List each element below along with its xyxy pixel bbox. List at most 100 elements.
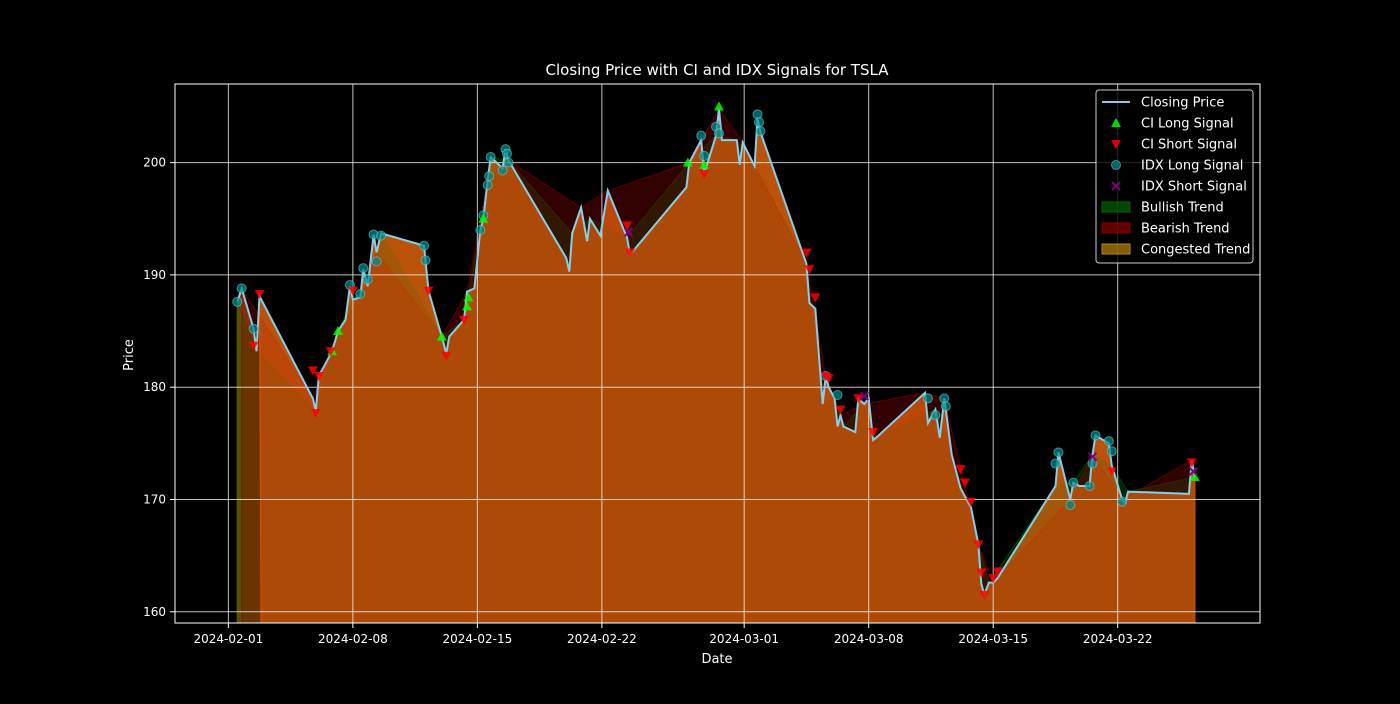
legend-box: [1095, 89, 1254, 264]
legend-key-bearish: [1101, 222, 1131, 234]
ci-short-signal-marker: [960, 478, 971, 488]
idx-long-signal-marker: [355, 288, 366, 299]
idx-long-signal-marker: [484, 171, 495, 182]
y-axis-label: Price: [122, 339, 137, 371]
idx-long-signal-marker: [832, 390, 843, 401]
ci-short-signal-marker: [347, 286, 358, 296]
idx-long-signal-marker: [419, 240, 430, 251]
idx-long-signal-marker: [1065, 500, 1076, 511]
ci-short-signal-marker: [804, 265, 815, 275]
ci-short-signal-marker: [868, 428, 879, 438]
ci-short-signal-marker: [625, 248, 636, 258]
ci-short-signal-marker: [699, 169, 710, 179]
ci-long-signal-marker: [333, 326, 344, 336]
legend-key-idx-long: [1111, 160, 1121, 170]
idx-short-signal-marker: [859, 391, 869, 401]
x-tick-label: 2024-03-22: [1083, 632, 1153, 646]
idx-long-signal-marker: [376, 230, 387, 241]
idx-short-signal-marker: [1188, 466, 1199, 477]
idx-long-signal-marker: [922, 393, 933, 404]
ci-short-signal-marker: [979, 590, 990, 600]
idx-long-signal-marker: [232, 296, 243, 307]
idx-long-signal-marker: [1068, 477, 1079, 488]
ci-short-signal-marker: [307, 366, 318, 376]
idx-long-signal-marker: [482, 180, 493, 191]
axis-ticks: 2024-02-01 2024-02-08 2024-02-15 2024-02-22…: [143, 156, 1152, 646]
ci-short-signal-marker: [976, 568, 987, 578]
idx-long-signal-marker: [1053, 447, 1064, 458]
ci-long-signal-marker: [463, 292, 474, 302]
legend-label: IDX Short Signal: [1141, 180, 1247, 195]
legend-key-ci-long: [1111, 118, 1121, 127]
legend-key-bullish: [1101, 201, 1131, 213]
grid: [175, 84, 1260, 623]
idx-long-signal-marker: [1087, 458, 1098, 469]
idx-long-signal-marker: [497, 165, 508, 176]
x-tick-label: 2024-02-15: [443, 632, 513, 646]
ci-short-signal-marker: [423, 286, 434, 296]
idx-long-signal-marker: [696, 130, 707, 141]
ci-short-signal-marker: [853, 394, 864, 404]
idx-long-signal-marker: [485, 151, 496, 162]
y-tick-label: 170: [143, 492, 166, 506]
legend-label: IDX Long Signal: [1141, 159, 1243, 174]
x-tick-label: 2024-03-01: [709, 632, 779, 646]
legend-label: CI Long Signal: [1141, 117, 1234, 132]
ci-long-signal-marker: [699, 159, 710, 169]
ci-short-signal-marker: [254, 289, 265, 299]
idx-long-signal-marker: [754, 117, 765, 128]
idx-long-signal-marker: [236, 283, 247, 294]
ci-short-signal-marker: [801, 248, 812, 258]
ci-short-signal-marker: [248, 341, 259, 351]
ci-long-signal-marker: [1189, 472, 1200, 482]
idx-long-signal-marker: [755, 126, 766, 137]
x-axis-label: Date: [701, 652, 732, 667]
idx-long-signal-marker: [1103, 436, 1114, 447]
legend: Closing Price CI Long Signal CI Short Sign…: [1095, 89, 1254, 264]
idx-long-signal-marker: [358, 263, 369, 274]
idx-long-signal-marker: [502, 148, 513, 159]
idx-long-signal-marker: [475, 224, 486, 235]
idx-long-signal-marker: [1090, 430, 1101, 441]
x-tick-label: 2024-02-08: [318, 632, 388, 646]
ci-short-signal-marker: [622, 221, 633, 231]
idx-long-signal-marker: [420, 255, 431, 266]
plot-frame: [174, 83, 1261, 624]
ci-short-signal-marker: [988, 574, 999, 584]
idx-long-signal-marker: [699, 150, 710, 161]
ci-long-signal-marker: [436, 331, 447, 341]
y-tick-label: 200: [143, 156, 166, 170]
ci-short-signal-marker: [441, 351, 452, 361]
chart-title: Closing Price with CI and IDX Signals fo…: [546, 61, 890, 79]
legend-label: Congested Trend: [1141, 243, 1250, 258]
idx-long-signal-marker: [362, 274, 373, 285]
idx-long-signal-marker: [1050, 458, 1061, 469]
x-tick-label: 2024-02-22: [567, 632, 637, 646]
ci-short-signal-marker: [810, 293, 821, 303]
legend-key-idx-short: [1111, 181, 1121, 191]
legend-label: Bearish Trend: [1141, 222, 1230, 237]
legend-key-ci-short: [1111, 140, 1121, 149]
idx-long-signal-marker: [248, 323, 259, 334]
ci-long-signal-marker: [462, 301, 473, 311]
idx-long-signal-marker: [1106, 446, 1117, 457]
ci-short-signal-marker: [823, 374, 834, 384]
ci-long-signal-marker: [713, 101, 724, 111]
legend-key-congested: [1101, 243, 1131, 255]
x-tick-label: 2024-03-15: [958, 632, 1028, 646]
idx-long-signal-marker: [371, 256, 382, 267]
legend-label: Closing Price: [1141, 96, 1224, 111]
idx-short-signal-marker: [1087, 452, 1098, 462]
x-tick-label: 2024-02-01: [193, 632, 263, 646]
ci-short-signal-marker: [992, 567, 1003, 577]
idx-long-signal-marker: [1084, 481, 1095, 492]
legend-label: CI Short Signal: [1141, 138, 1237, 153]
y-tick-label: 190: [143, 268, 166, 282]
ci-short-signal-marker: [955, 465, 966, 475]
ci-short-signal-marker: [313, 371, 324, 381]
x-tick-label: 2024-03-08: [834, 632, 904, 646]
ci-long-signal-marker: [478, 213, 489, 223]
idx-long-signal-marker: [503, 157, 514, 168]
